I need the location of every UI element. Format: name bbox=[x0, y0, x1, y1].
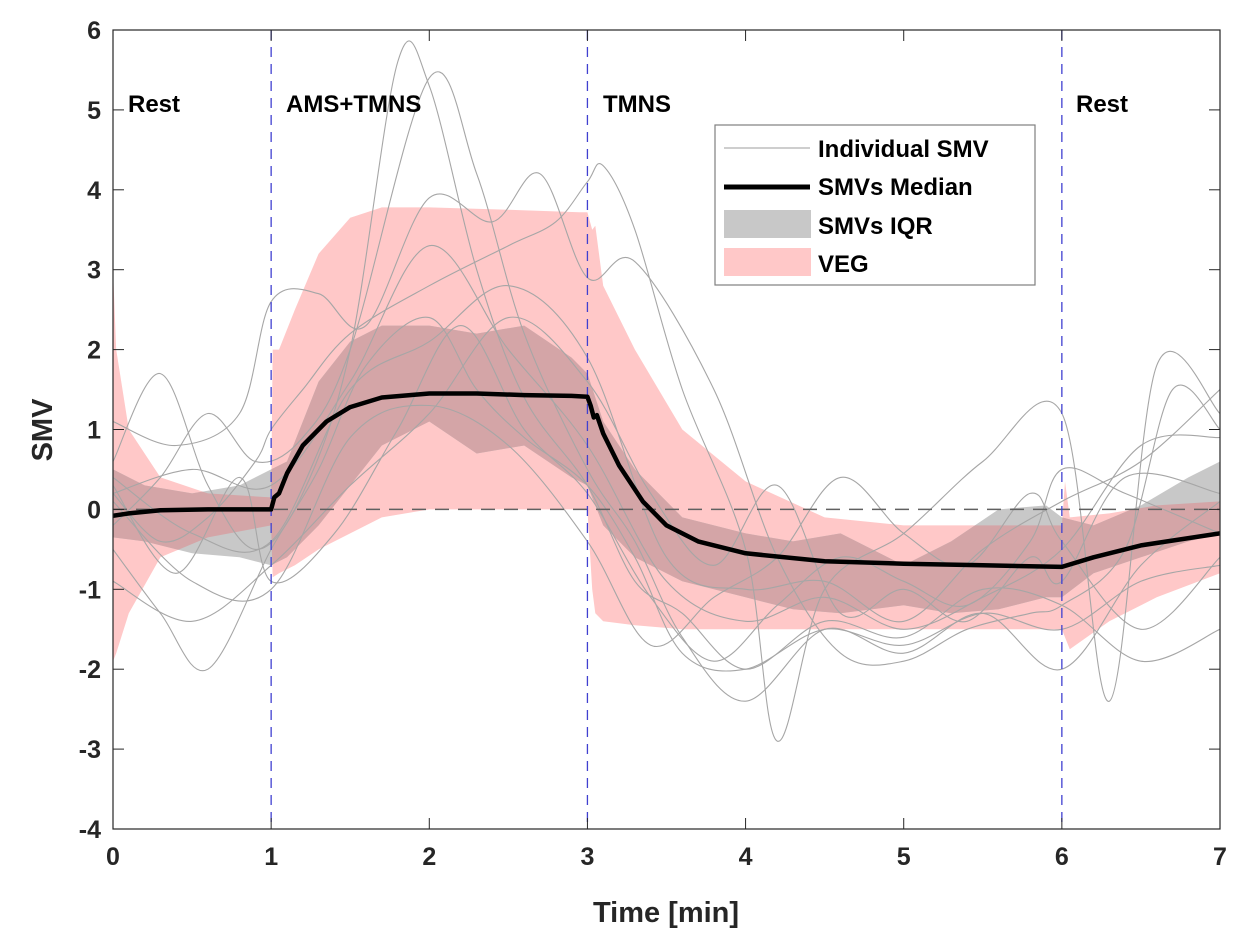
legend-swatch-iqr bbox=[724, 210, 811, 238]
x-axis-label: Time [min] bbox=[593, 897, 739, 929]
x-tick-label: 0 bbox=[106, 843, 120, 871]
phase-labels: Rest AMS+TMNS TMNS Rest bbox=[128, 91, 1128, 118]
y-tick-label: 0 bbox=[87, 496, 101, 524]
x-tick-label: 6 bbox=[1055, 843, 1069, 871]
legend: Individual SMV SMVs Median SMVs IQR VEG bbox=[714, 124, 1036, 286]
individual-smv-line-10 bbox=[113, 285, 1220, 623]
individual-layer bbox=[113, 40, 1220, 742]
y-tick-label: 4 bbox=[87, 177, 101, 205]
plot-area bbox=[113, 30, 1220, 829]
y-tick-label: 1 bbox=[87, 417, 101, 445]
phase-layer bbox=[270, 30, 1063, 829]
legend-swatch-veg bbox=[724, 248, 811, 276]
individual-smv-line-3 bbox=[113, 163, 1220, 742]
y-tick-label: -3 bbox=[79, 736, 101, 764]
median-line bbox=[113, 391, 1220, 570]
phase-label-ams-tmns: AMS+TMNS bbox=[286, 91, 421, 118]
individual-smv-line-8 bbox=[113, 404, 1220, 648]
y-tick-label: 3 bbox=[87, 257, 101, 285]
phase-label-rest-2: Rest bbox=[1076, 91, 1128, 118]
y-tick-label: -4 bbox=[79, 816, 101, 844]
y-tick-label: 5 bbox=[87, 97, 101, 125]
y-tick-label: -1 bbox=[79, 576, 101, 604]
y-tick-label: 2 bbox=[87, 337, 101, 365]
y-tick-label: 6 bbox=[87, 17, 101, 45]
x-tick-label: 7 bbox=[1213, 843, 1227, 871]
individual-smv-line-9 bbox=[113, 245, 1220, 630]
x-tick-label: 4 bbox=[739, 843, 753, 871]
phase-label-rest-1: Rest bbox=[128, 91, 180, 118]
y-tick-label: -2 bbox=[79, 656, 101, 684]
x-tick-label: 5 bbox=[897, 843, 911, 871]
x-tick-label: 1 bbox=[264, 843, 278, 871]
axes: 0 1 2 3 4 5 6 7 -4 -3 -2 -1 0 1 2 3 4 5 6 bbox=[79, 17, 1227, 871]
individual-smv-line-6 bbox=[113, 325, 1220, 662]
y-axis-label: SMV bbox=[27, 398, 59, 462]
individual-smv-line-4 bbox=[113, 172, 1220, 666]
legend-label-median: SMVs Median bbox=[818, 174, 973, 201]
legend-label-veg: VEG bbox=[818, 251, 869, 278]
legend-label-iqr: SMVs IQR bbox=[818, 213, 933, 240]
x-tick-label: 3 bbox=[580, 843, 594, 871]
median-layer bbox=[113, 391, 1220, 570]
legend-label-individual: Individual SMV bbox=[818, 136, 989, 163]
phase-label-tmns: TMNS bbox=[603, 91, 671, 118]
x-tick-label: 2 bbox=[422, 843, 436, 871]
individual-smv-line-7 bbox=[113, 316, 1220, 623]
